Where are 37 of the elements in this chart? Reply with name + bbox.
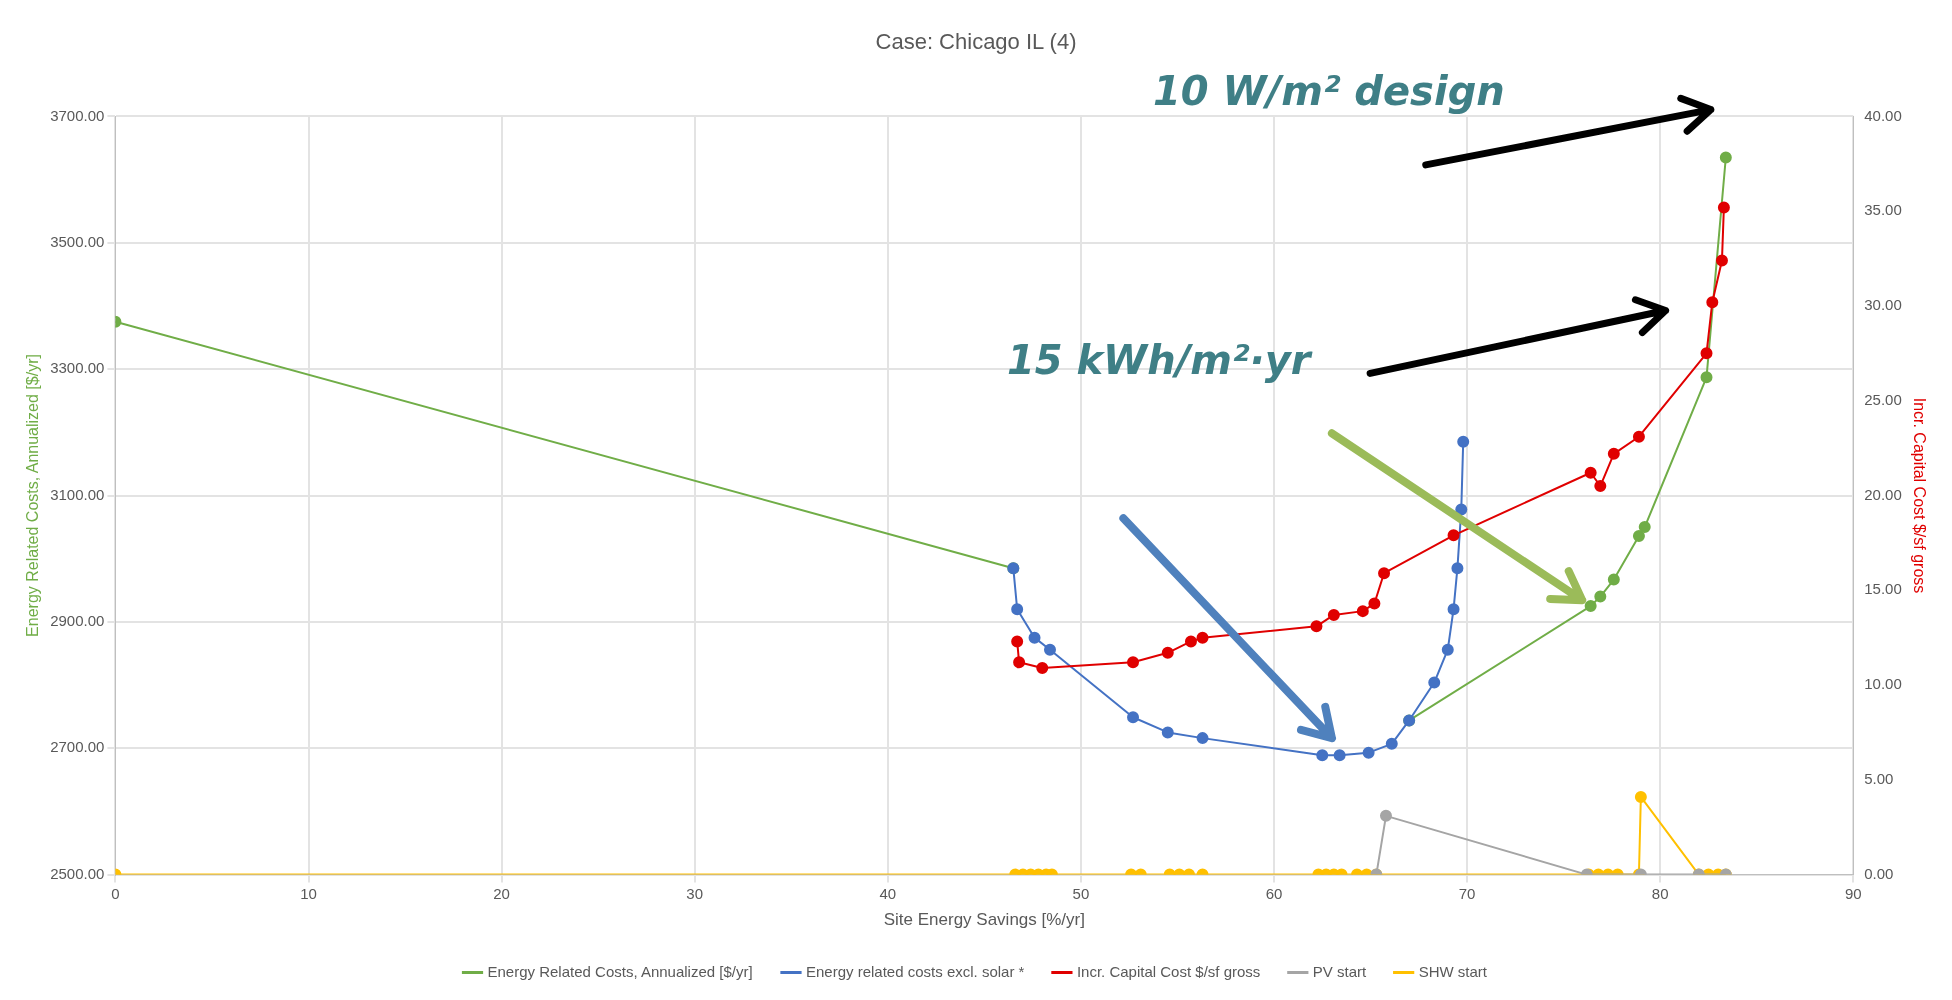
y2-tick-label: 35.00 [1864, 201, 1902, 219]
legend-label: Energy related costs excl. solar * [805, 962, 1025, 980]
y2-tick-label: 30.00 [1864, 296, 1902, 314]
y-tick-label: 3100.00 [50, 485, 105, 503]
x-axis-title: Site Energy Savings [%/yr] [883, 910, 1085, 930]
legend-label: SHW start [1418, 962, 1488, 980]
legend-label: Incr. Capital Cost $/sf gross [1076, 962, 1261, 980]
y-tick-label: 2900.00 [50, 612, 105, 630]
x-tick-label: 80 [1651, 884, 1669, 902]
x-tick-label: 60 [1265, 884, 1283, 902]
x-tick-label: 30 [686, 884, 704, 902]
x-tick-label: 50 [1072, 884, 1090, 902]
legend-label: Energy Related Costs, Annualized [$/yr] [487, 962, 753, 980]
x-tick-label: 90 [1844, 884, 1862, 902]
y2-tick-label: 15.00 [1864, 580, 1902, 598]
y2-tick-label: 40.00 [1864, 106, 1902, 124]
y2-tick-label: 0.00 [1864, 864, 1894, 882]
y2-tick-label: 25.00 [1864, 390, 1902, 408]
y2-tick-label: 20.00 [1864, 485, 1902, 503]
x-tick-label: 10 [300, 884, 317, 902]
legend-label: PV start [1312, 962, 1367, 980]
y2-tick-label: 5.00 [1864, 769, 1894, 787]
y-tick-label: 2700.00 [50, 738, 105, 756]
y2-axis-title: Incr. Capital Cost $/sf gross [1910, 397, 1928, 594]
text: 10 W/m² design [1152, 67, 1505, 114]
x-tick-label: 20 [493, 884, 510, 902]
y-tick-label: 3700.00 [50, 106, 105, 124]
y-tick-label: 2500.00 [50, 864, 105, 882]
y2-tick-label: 10.00 [1864, 675, 1902, 693]
x-tick-label: 40 [879, 884, 897, 902]
y-tick-label: 3300.00 [50, 359, 105, 377]
y-tick-label: 3500.00 [50, 232, 105, 250]
x-tick-label: 0 [111, 884, 120, 902]
chart-title: Case: Chicago IL (4) [875, 29, 1077, 55]
x-tick-label: 70 [1458, 884, 1476, 902]
y-axis-title: Energy Related Costs, Annualized [$/yr] [24, 354, 42, 637]
annotation: 15 kWh/m²·yr [1006, 337, 1311, 384]
